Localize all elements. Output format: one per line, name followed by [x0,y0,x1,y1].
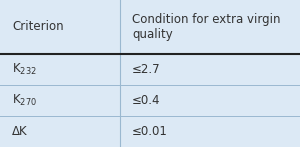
Text: ΔK: ΔK [12,125,28,138]
Text: ≤0.01: ≤0.01 [132,125,168,138]
Text: K$_{232}$: K$_{232}$ [12,62,37,77]
Text: ≤2.7: ≤2.7 [132,63,160,76]
Text: Condition for extra virgin
quality: Condition for extra virgin quality [132,13,280,41]
Text: Criterion: Criterion [12,20,64,33]
Text: K$_{270}$: K$_{270}$ [12,93,37,108]
Text: ≤0.4: ≤0.4 [132,94,160,107]
